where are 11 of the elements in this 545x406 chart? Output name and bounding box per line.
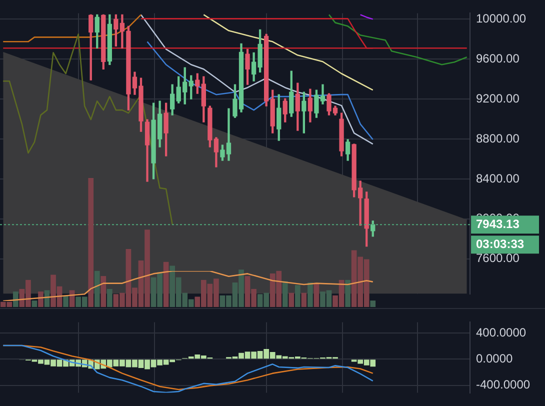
y-tick-label: 9600.00	[476, 51, 520, 66]
y-tick-label: 0.0000	[476, 351, 514, 366]
text: 03:03:33	[476, 236, 524, 251]
y-tick-label: 400.0000	[476, 325, 526, 340]
ref-line-label: 7943.13	[476, 216, 520, 231]
y-tick-label: 8800.00	[476, 131, 520, 146]
y-tick-label: 10000.00	[476, 12, 526, 26]
y-tick-label: 9200.00	[476, 91, 520, 106]
y-tick-label: 7600.00	[476, 251, 520, 266]
y-tick-label: -400.0000	[476, 378, 530, 392]
y-tick-label: 8400.00	[476, 171, 520, 186]
